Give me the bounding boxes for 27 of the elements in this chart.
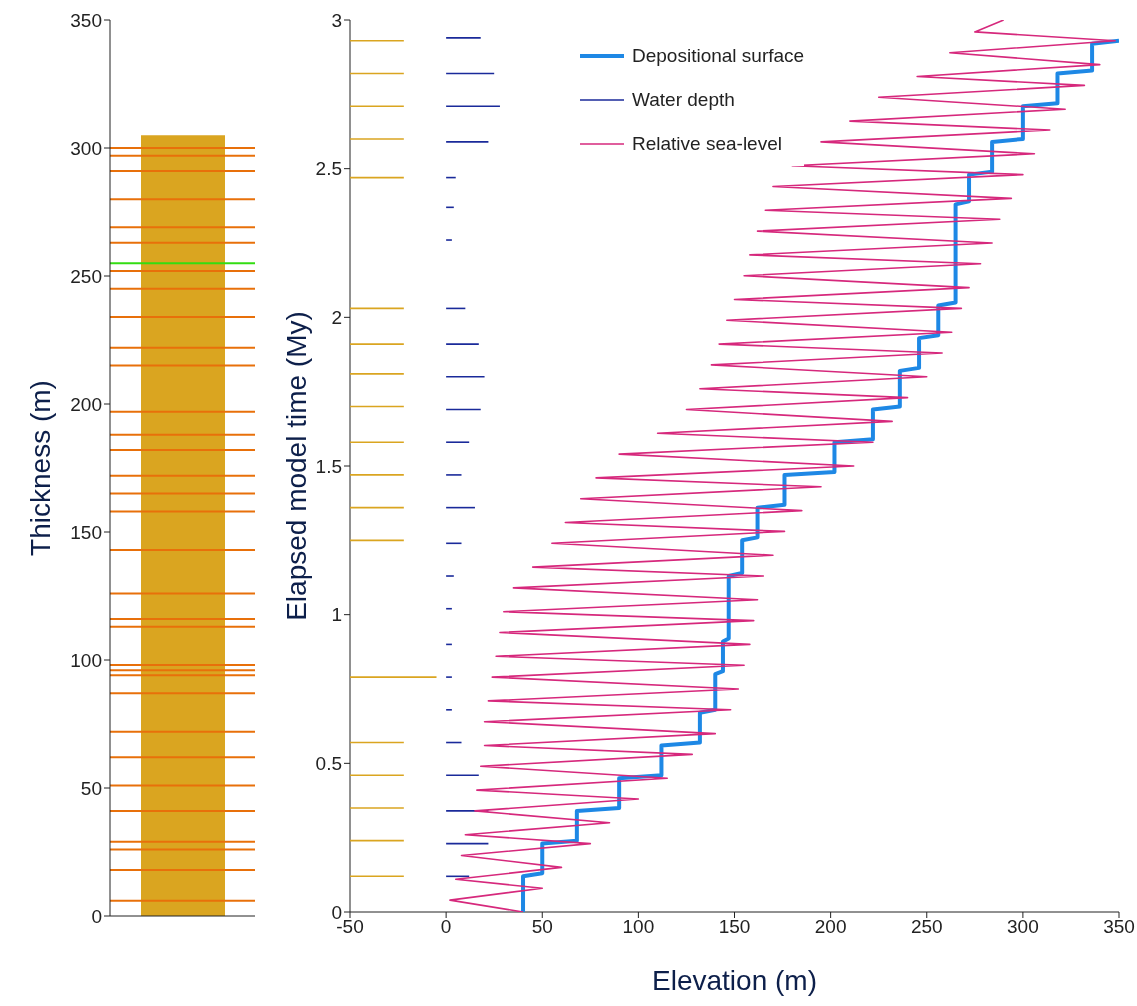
- legend-label: Depositional surface: [632, 45, 805, 67]
- y-tick-label: 150: [70, 521, 102, 543]
- y-axis-title: Thickness (m): [24, 380, 56, 556]
- x-tick-label: 250: [910, 916, 943, 938]
- y-tick-label: 350: [70, 9, 102, 31]
- y-tick-label: 3: [331, 9, 342, 31]
- x-tick-label: 50: [531, 916, 553, 938]
- y-tick-label: 200: [70, 393, 102, 415]
- y-tick-label: 1.5: [315, 455, 342, 477]
- x-tick-label: 100: [622, 916, 655, 938]
- x-tick-label: 150: [718, 916, 751, 938]
- y-tick-label: 2: [331, 307, 342, 329]
- y-tick-label: 100: [70, 649, 102, 671]
- x-tick-label: 0: [440, 916, 452, 938]
- y-tick-label: 1: [331, 604, 342, 626]
- legend-label: Relative sea-level: [632, 133, 782, 155]
- x-tick-label: 350: [1103, 916, 1135, 938]
- x-tick-label: 300: [1007, 916, 1039, 938]
- x-axis-title: Elevation (m): [652, 965, 817, 996]
- y-tick-label: 2.5: [315, 158, 342, 180]
- x-tick-label: 200: [814, 916, 847, 938]
- y-tick-label: 300: [70, 137, 102, 159]
- legend-label: Water depth: [632, 89, 735, 111]
- y-tick-label: 50: [80, 777, 102, 799]
- y-axis-title: Elapsed model time (My): [280, 311, 312, 621]
- y-tick-label: 250: [70, 265, 102, 287]
- y-tick-label: 0.5: [315, 753, 342, 775]
